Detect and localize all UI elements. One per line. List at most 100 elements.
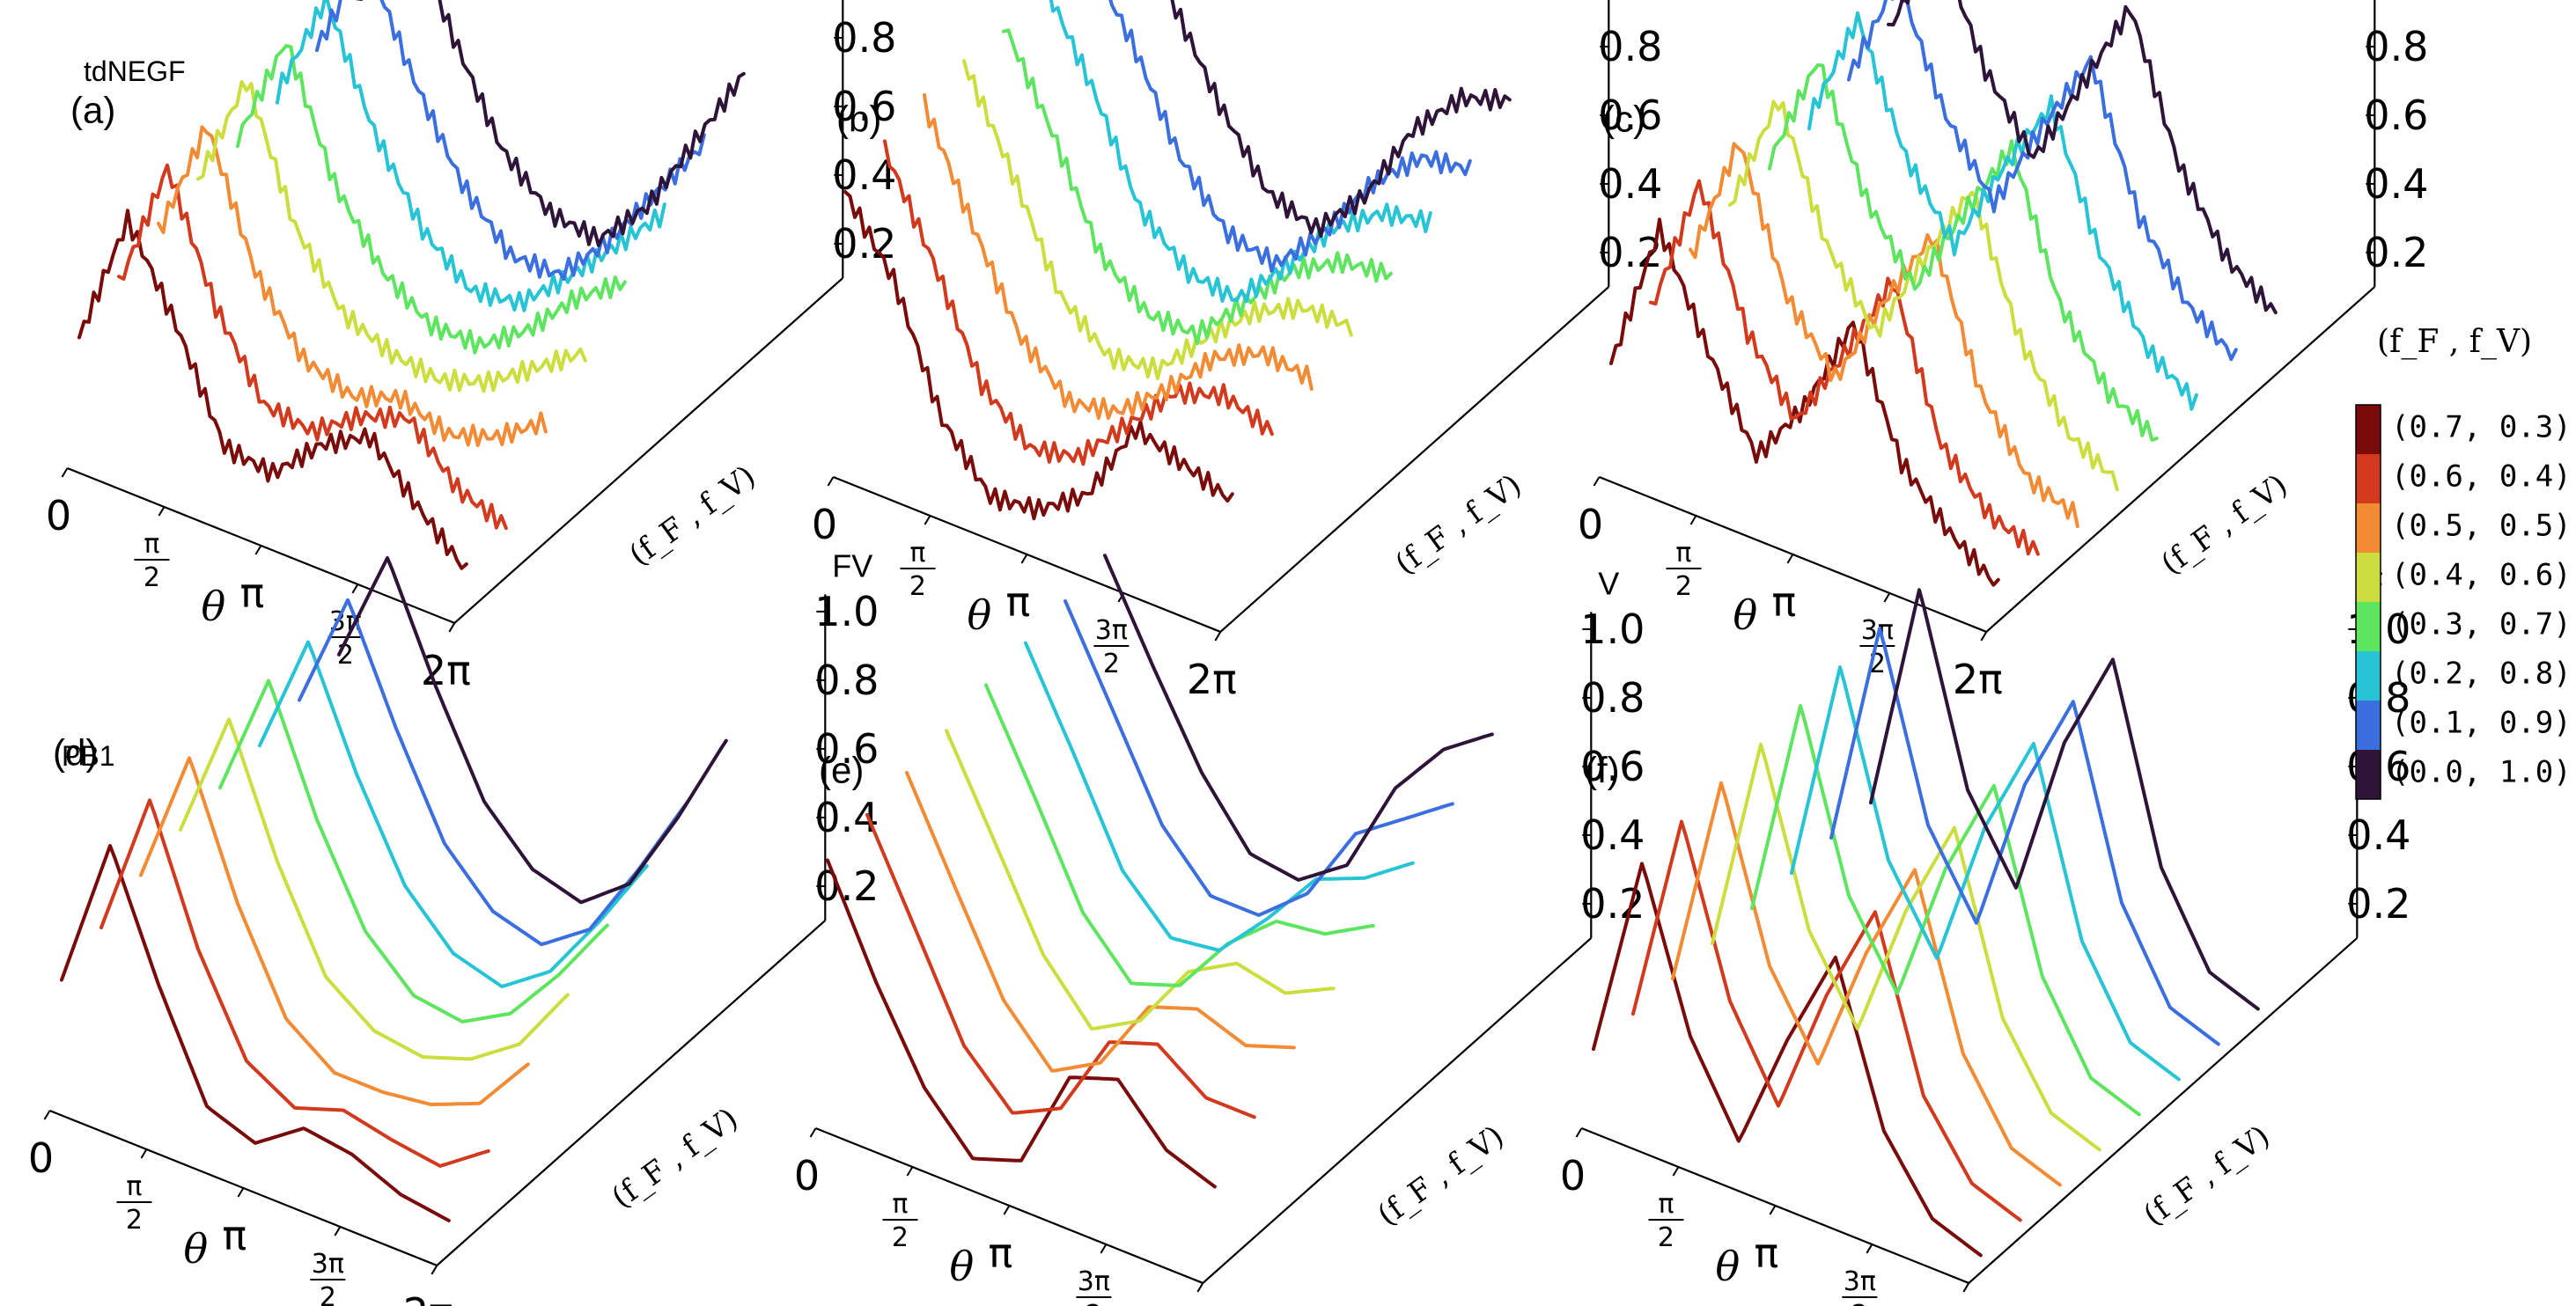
series-line: [826, 858, 1217, 1189]
theta-tick-label: 2: [1851, 1300, 1868, 1306]
legend-swatches: [2355, 404, 2381, 800]
legend-title: (f_F , f_V): [2377, 324, 2532, 360]
theta-tick-mark: [1769, 1205, 1777, 1215]
theta-tick-label: 0: [1560, 1152, 1586, 1200]
series-line: [1829, 627, 2220, 1046]
z-tick-label: 0.6: [1598, 92, 1662, 139]
series-line: [276, 0, 666, 312]
theta-axis-label: θ: [184, 1225, 209, 1273]
z-tick-label: 1.0: [814, 588, 879, 635]
legend-frame: [2355, 404, 2381, 800]
theta-tick-mark: [351, 583, 359, 594]
theta-tick-mark: [43, 1110, 51, 1120]
series-line: [1592, 862, 1983, 1258]
series-line: [179, 717, 570, 1061]
theta-tick-label: 0: [794, 1152, 820, 1200]
theta-tick-label: 2π: [1187, 656, 1237, 703]
theta-tick-label: π: [989, 1229, 1013, 1277]
depth-axis-line: [1202, 937, 1593, 1284]
series-line: [117, 163, 508, 531]
theta-tick-label: π: [240, 569, 265, 617]
theta-tick-label: 0: [812, 501, 837, 548]
theta-axis-label: θ: [202, 583, 226, 630]
z-axis-title: V: [1598, 565, 1619, 601]
panel-label: (e): [819, 750, 864, 791]
legend-label: (0.6, 0.4): [2391, 459, 2572, 494]
theta-tick-label: 2: [126, 1205, 143, 1236]
series-line: [1024, 641, 1415, 952]
series-line: [1631, 819, 2022, 1222]
z-tick-label: 0.2: [814, 862, 879, 910]
panel-label: (b): [836, 99, 881, 140]
theta-tick-label: π: [892, 1189, 908, 1220]
theta-tick-label: π: [223, 1212, 247, 1259]
theta-tick-mark: [1786, 554, 1794, 564]
theta-tick-mark: [448, 622, 456, 633]
series-line: [1750, 704, 2141, 1117]
series-line: [236, 44, 627, 355]
theta-tick-label: 2: [1103, 649, 1120, 679]
theta-tick-label: 0: [1578, 501, 1603, 548]
z-tick-label: 0.2: [2364, 229, 2428, 276]
depth-axis-line: [453, 277, 844, 624]
z-tick-label: 0.4: [1580, 811, 1645, 859]
z-tick-label: 0.4: [2346, 811, 2410, 859]
theta-tick-label: 2: [1675, 571, 1692, 602]
series-line: [1049, 0, 1432, 304]
legend-swatch: [2356, 503, 2381, 553]
z-tick-label: 0.8: [1598, 23, 1662, 70]
theta-tick-mark: [1214, 631, 1222, 642]
legend-swatch: [2356, 750, 2381, 799]
z-tick-label: 0.6: [814, 725, 879, 773]
legend-label: (0.1, 0.9): [2391, 705, 2572, 740]
z-tick-label: 0.8: [832, 14, 896, 62]
series-line: [962, 59, 1353, 380]
series-line: [883, 139, 1274, 466]
theta-tick-mark: [158, 506, 166, 517]
theta-axis-label: θ: [950, 1243, 975, 1290]
theta-tick-mark: [1003, 1205, 1011, 1215]
z-tick-label: 0.4: [1598, 160, 1662, 208]
theta-tick-mark: [237, 1187, 245, 1198]
series-line: [1807, 11, 2198, 411]
series-line: [99, 798, 490, 1168]
depth-axis-label: (f_F , f_V): [606, 1101, 745, 1215]
panel-label: (f): [1585, 750, 1620, 791]
theta-tick-mark: [61, 467, 69, 478]
theta-tick-label: π: [1772, 578, 1797, 626]
panel-label: (c): [1602, 99, 1645, 140]
z-tick-label: 0.8: [2364, 23, 2428, 70]
series-line: [945, 729, 1336, 1031]
legend-swatch: [2356, 701, 2381, 750]
legend-label: (0.3, 0.7): [2391, 606, 2572, 642]
theta-tick-mark: [1575, 1127, 1583, 1138]
series-line: [843, 190, 1234, 521]
depth-axis-label: (f_F , f_V): [2155, 467, 2294, 582]
theta-tick-label: π: [1006, 578, 1031, 626]
depth-axis-line: [1968, 937, 2359, 1284]
z-tick-label: 1.0: [1580, 605, 1645, 653]
series-line: [337, 556, 728, 905]
theta-tick-label: 2: [320, 1282, 336, 1306]
series-line: [984, 683, 1375, 987]
theta-axis-label: θ: [1733, 591, 1758, 639]
method-label-pb1: PB1: [62, 740, 114, 772]
theta-tick-mark: [924, 515, 931, 525]
legend-label: (0.7, 0.3): [2391, 409, 2572, 444]
series-line: [1689, 142, 2079, 528]
series-line: [1768, 62, 2159, 442]
panel-label: (a): [70, 90, 115, 131]
theta-tick-mark: [809, 1127, 817, 1138]
series-line: [905, 771, 1296, 1073]
theta-tick-label: 2: [144, 562, 160, 593]
series-line: [139, 756, 530, 1107]
series-line: [218, 679, 609, 1024]
theta-axis-label: θ: [968, 591, 992, 639]
theta-tick-label: π: [909, 538, 925, 569]
theta-tick-label: 2π: [1953, 656, 2003, 703]
legend-swatch: [2356, 602, 2381, 651]
theta-tick-label: π: [1675, 538, 1691, 569]
z-tick-label: 1.0: [2364, 0, 2428, 2]
